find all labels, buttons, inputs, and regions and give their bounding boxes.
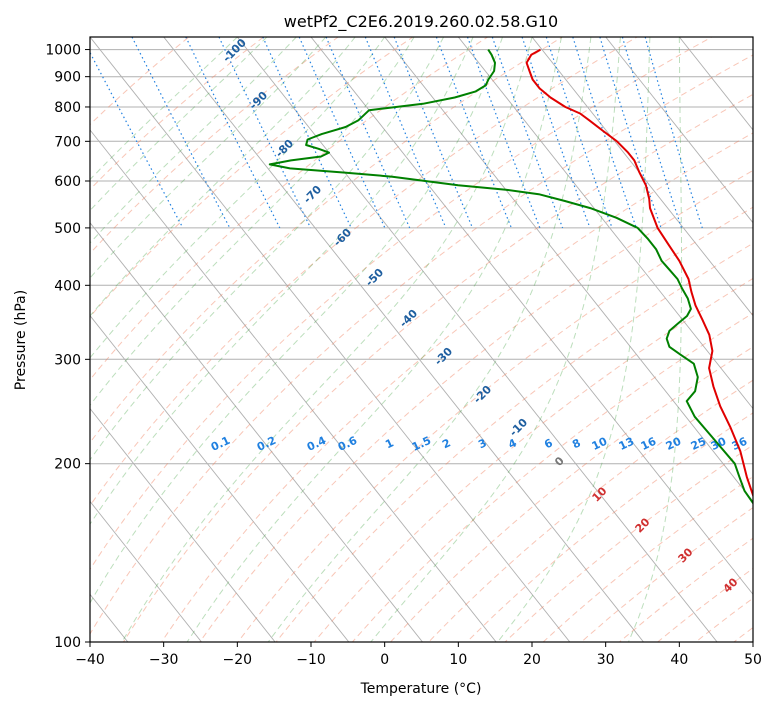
- y-tick-label: 600: [54, 174, 81, 190]
- y-tick-label: 200: [54, 457, 81, 473]
- isotherm-line: [90, 314, 350, 642]
- moist-adiabat-line: [121, 37, 533, 642]
- moist-adiabat-line: [90, 37, 297, 244]
- moist-adiabat-line: [90, 37, 356, 317]
- dewpoint-trace: [268, 49, 753, 505]
- series-layer: [268, 48, 753, 505]
- mixing-ratio-line: [644, 37, 703, 229]
- x-tick-label: −10: [296, 652, 326, 668]
- x-tick-label: 30: [597, 652, 615, 668]
- y-tick-label: 100: [54, 635, 81, 651]
- x-tick-label: −40: [75, 652, 105, 668]
- x-tick-label: 50: [744, 652, 762, 668]
- dry-adiabat-line: [504, 444, 753, 642]
- isotherm-line: [310, 37, 753, 596]
- moist-adiabat-line: [90, 37, 503, 605]
- x-tick-label: −20: [223, 652, 253, 668]
- dry-adiabat-line: [90, 37, 564, 444]
- moist-adiabat-line: [628, 37, 683, 642]
- x-tick-label: 40: [670, 652, 688, 668]
- dry-adiabat-line: [122, 93, 753, 642]
- dry-adiabat-line: [428, 379, 753, 642]
- dry-adiabat-line: [351, 312, 753, 642]
- dry-adiabat-line: [618, 537, 753, 642]
- mixing-ratio-label: 16: [639, 435, 659, 453]
- y-tick-label: 800: [54, 100, 81, 116]
- isotherm-line: [90, 37, 571, 642]
- isotherm-line: [384, 37, 753, 503]
- dry-adiabat-line: [90, 37, 639, 507]
- y-tick-label: 700: [54, 134, 81, 150]
- mixing-ratio-line: [298, 37, 386, 229]
- dry-adiabat-line: [90, 37, 340, 255]
- dry-adiabat-line: [389, 346, 753, 642]
- moist-adiabat-line: [90, 37, 415, 406]
- isotherm-line: [90, 407, 276, 642]
- dry-adiabat-line: [542, 475, 753, 642]
- isotherm-line: [457, 37, 753, 410]
- y-axis-label: Pressure (hPa): [13, 290, 29, 390]
- moist-adiabat-line: [497, 37, 651, 642]
- moist-adiabat-line: [90, 37, 474, 526]
- mixing-ratio-line: [218, 37, 312, 229]
- mixing-ratio-label: 13: [617, 435, 636, 453]
- moist-adiabat-line: [90, 37, 268, 212]
- y-tick-label: 1000: [45, 43, 81, 59]
- mixing-ratio-line: [325, 37, 411, 229]
- mixing-ratio-line: [599, 37, 662, 229]
- y-tick-label: 400: [54, 278, 81, 294]
- dry-adiabat-line: [313, 277, 753, 642]
- plot-frame: [89, 36, 754, 643]
- moist-adiabat-line: [90, 37, 445, 461]
- y-tick-label: 500: [54, 221, 81, 237]
- moist-adiabat-line: [370, 37, 621, 642]
- mixing-ratio-label: 25: [689, 435, 708, 453]
- y-tick-label: 300: [54, 352, 81, 368]
- temperature-trace: [525, 48, 753, 499]
- isotherm-line: [163, 37, 645, 642]
- x-tick-label: −30: [149, 652, 179, 668]
- x-axis-label: Temperature (°C): [360, 681, 482, 697]
- dry-adiabat-line: [466, 412, 753, 642]
- axis-layer: −40 −30 −20 −10 0 10 20 30 40 50 100 200 300 400 500 60…: [45, 43, 762, 668]
- mixing-ratio-line: [393, 37, 474, 229]
- mixing-ratio-label: 10: [590, 435, 610, 453]
- isotherm-line: [236, 37, 718, 642]
- moist-adiabat-line: [90, 37, 238, 181]
- y-tick-label: 900: [54, 70, 81, 86]
- mixing-ratio-line: [621, 37, 683, 229]
- moist-adiabat-line: [267, 37, 592, 642]
- moist-adiabat-line: [90, 37, 386, 359]
- x-tick-label: 10: [449, 652, 467, 668]
- isotherm-line: [90, 129, 497, 642]
- dry-adiabat-line: [90, 37, 713, 571]
- dry-adiabat-line: [90, 37, 414, 318]
- chart-title: wetPf2_C2E6.2019.260.02.58.G10: [284, 12, 558, 32]
- mixing-ratio-line: [262, 37, 352, 229]
- isotherm-line: [531, 37, 753, 317]
- isotherm-line: [605, 37, 753, 224]
- isotherm-line: [90, 221, 424, 642]
- isotherm-line: [90, 500, 203, 642]
- x-tick-label: 0: [380, 652, 389, 668]
- mixing-ratio-label: 20: [664, 435, 684, 453]
- x-tick-label: 20: [523, 652, 541, 668]
- dry-adiabat-line: [161, 132, 753, 642]
- dry-adiabat-line: [580, 507, 753, 642]
